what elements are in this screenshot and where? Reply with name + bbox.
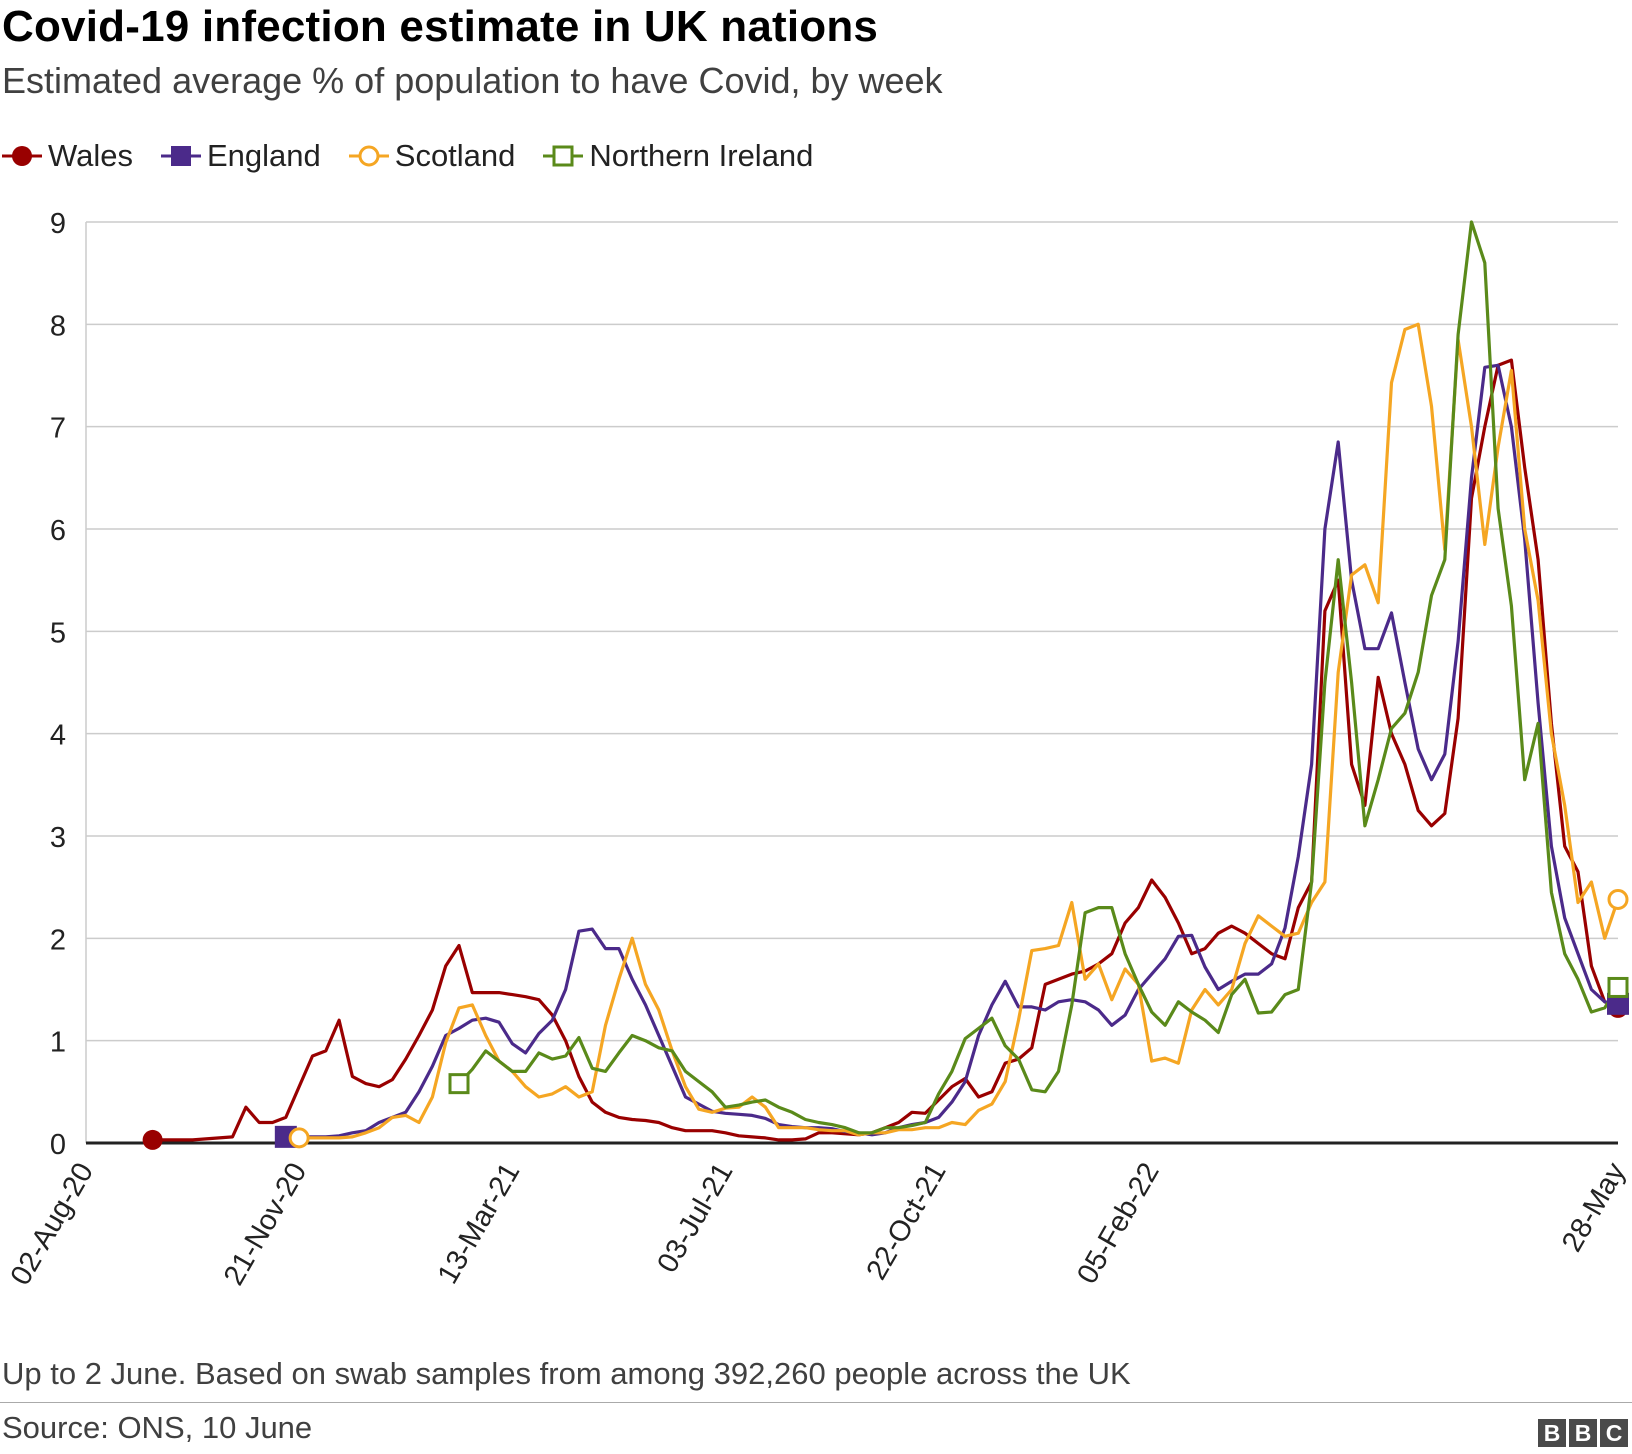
x-tick-label: 02-Aug-20 bbox=[5, 1158, 100, 1291]
legend-label-england: England bbox=[206, 138, 321, 173]
x-tick-label: 22-Oct-21 bbox=[860, 1158, 952, 1286]
y-tick-label: 3 bbox=[50, 822, 66, 854]
legend-label-scotland: Scotland bbox=[394, 138, 516, 173]
legend-label-wales: Wales bbox=[48, 138, 133, 173]
y-tick-label: 9 bbox=[50, 208, 66, 240]
data-point-marker bbox=[288, 1127, 310, 1149]
y-tick-label: 7 bbox=[50, 413, 66, 445]
circle-marker-icon bbox=[2, 146, 42, 166]
data-point-marker bbox=[1607, 976, 1629, 998]
y-tick-label: 1 bbox=[50, 1027, 66, 1059]
legend-item-england: England bbox=[159, 136, 321, 176]
data-point-marker bbox=[1607, 888, 1629, 910]
bbc-logo-letter: B bbox=[1569, 1419, 1597, 1447]
y-tick-label: 0 bbox=[50, 1129, 66, 1161]
series-line-northern-ireland bbox=[457, 220, 1620, 1135]
legend-item-wales: Wales bbox=[0, 136, 133, 176]
source-text: Source: ONS, 10 June bbox=[2, 1410, 313, 1445]
x-tick-label: 21-Nov-20 bbox=[218, 1158, 313, 1291]
legend-item-scotland: Scotland bbox=[347, 136, 516, 176]
x-tick-label: 05-Feb-22 bbox=[1071, 1158, 1166, 1290]
y-tick-label: 2 bbox=[50, 924, 66, 956]
x-tick-label: 03-Jul-21 bbox=[651, 1158, 739, 1279]
data-point-marker bbox=[142, 1129, 163, 1150]
data-point-marker bbox=[1607, 992, 1629, 1015]
footer-divider bbox=[0, 1402, 1632, 1403]
x-tick-label: 28-May bbox=[1556, 1157, 1632, 1257]
chart-subtitle: Estimated average % of population to hav… bbox=[2, 60, 943, 101]
bbc-logo-letter: C bbox=[1600, 1419, 1628, 1447]
open-square-marker-icon bbox=[543, 145, 584, 167]
y-tick-label: 8 bbox=[50, 310, 66, 342]
y-tick-label: 5 bbox=[50, 617, 66, 649]
legend-item-northern-ireland: Northern Ireland bbox=[541, 136, 813, 176]
legend: Wales England Scotland Northern Ireland bbox=[0, 132, 839, 180]
line-chart: 0 1 2 3 4 5 6 7 8 9 02-Aug-20 21-Nov-20 13-Mar-21 03-… bbox=[5, 208, 1632, 1291]
series-line-england bbox=[284, 363, 1620, 1139]
bbc-logo: B B C bbox=[1538, 1419, 1628, 1447]
bbc-logo-letter: B bbox=[1538, 1419, 1566, 1447]
series-line-wales bbox=[151, 358, 1620, 1142]
y-tick-label: 4 bbox=[50, 720, 66, 752]
legend-label-northern-ireland: Northern Ireland bbox=[589, 138, 814, 173]
square-marker-icon bbox=[160, 146, 201, 166]
footnote: Up to 2 June. Based on swab samples from… bbox=[2, 1356, 1131, 1391]
x-tick-label: 13-Mar-21 bbox=[432, 1158, 527, 1290]
open-circle-marker-icon bbox=[348, 145, 389, 167]
data-point-marker bbox=[448, 1073, 470, 1095]
y-tick-label: 6 bbox=[50, 515, 66, 547]
series-line-scotland bbox=[297, 322, 1620, 1140]
chart-title: Covid-19 infection estimate in UK nation… bbox=[2, 2, 879, 51]
